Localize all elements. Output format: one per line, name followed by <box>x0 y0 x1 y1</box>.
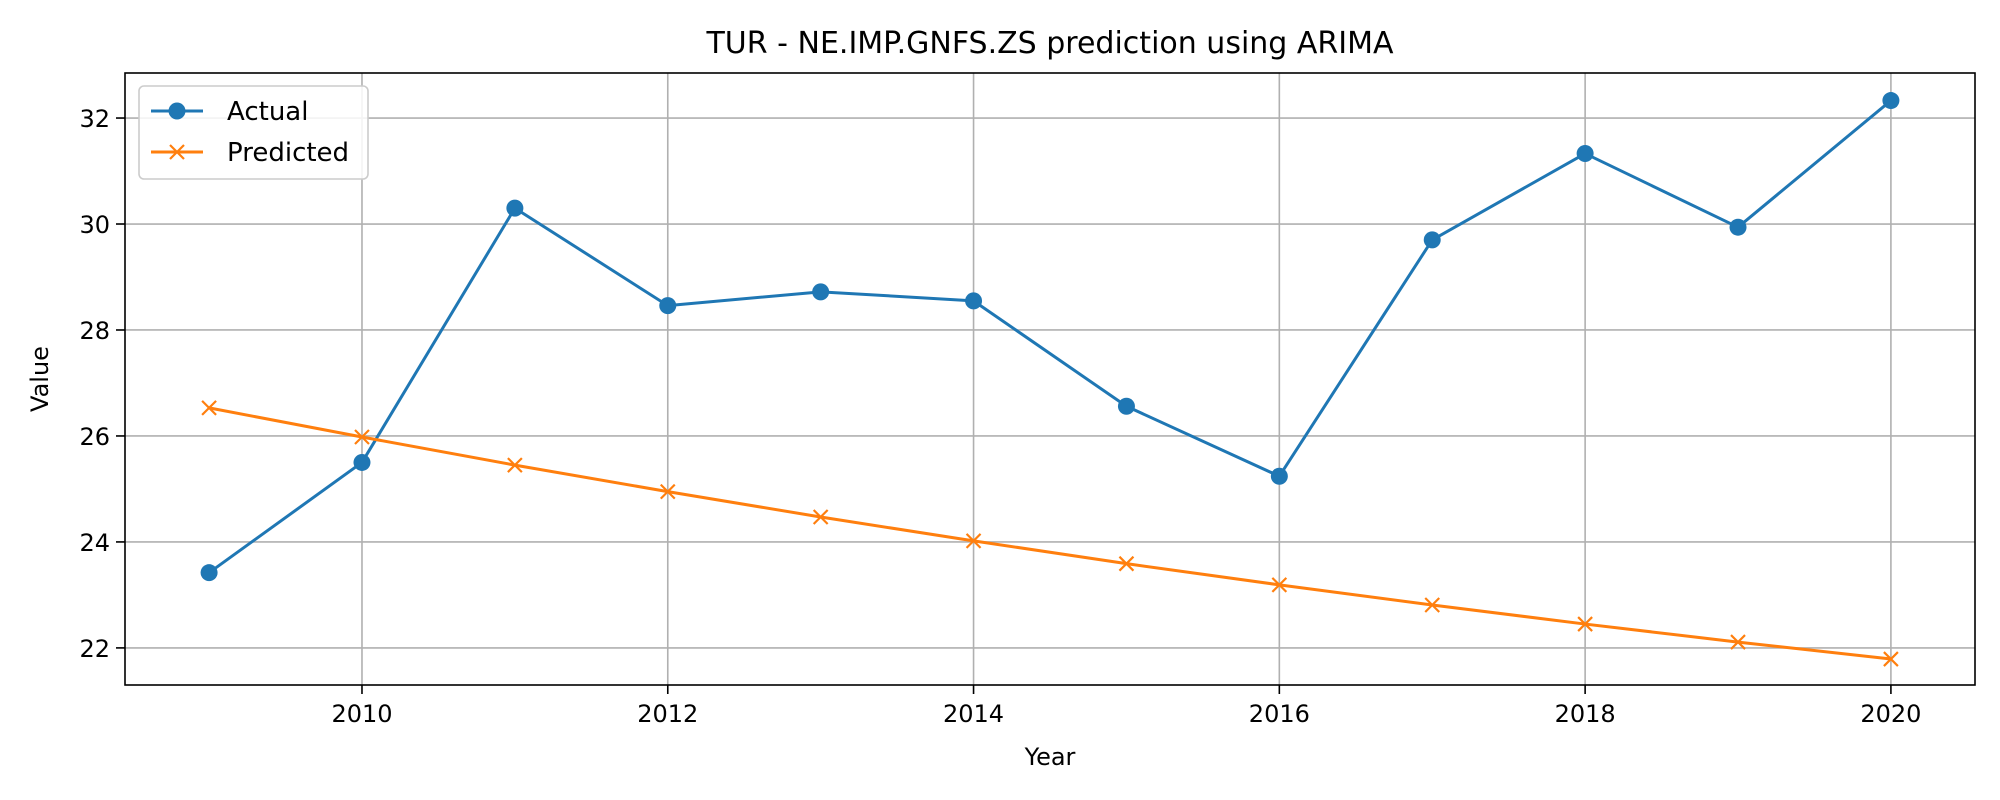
x-stroke <box>659 483 676 500</box>
x-axis-ticks: 2010 2012 2014 2016 2018 2020 <box>331 685 1921 728</box>
predicted-line <box>207 406 1893 661</box>
actual-point <box>1423 231 1441 249</box>
y-axis-label: Value <box>26 346 54 412</box>
predicted-point <box>1424 597 1441 613</box>
actual-point <box>506 199 524 217</box>
legend-marker-predicted <box>169 144 185 160</box>
x-stroke <box>1271 577 1288 593</box>
x-stroke <box>1577 616 1593 632</box>
actual-point <box>1576 145 1594 163</box>
predicted-point <box>812 509 829 525</box>
x-tick-label: 2018 <box>1555 700 1616 728</box>
x-stroke <box>1730 634 1746 650</box>
x-tick-label: 2012 <box>637 700 698 728</box>
legend-item-actual: Actual <box>151 97 308 127</box>
x-tick-label: 2020 <box>1860 700 1921 728</box>
series-predicted <box>201 400 1899 667</box>
x-tick-label: 2016 <box>1249 700 1310 728</box>
x-axis-label: Year <box>1024 743 1076 771</box>
predicted-point <box>659 483 676 500</box>
series-layer <box>200 92 1900 667</box>
x-stroke <box>507 457 523 473</box>
actual-point <box>1729 218 1747 236</box>
x-tick-label: 2014 <box>943 700 1004 728</box>
y-tick-label: 30 <box>79 211 110 239</box>
predicted-point <box>507 457 523 473</box>
y-tick-label: 24 <box>79 529 110 557</box>
actual-point <box>965 292 983 310</box>
actual-line <box>207 99 1893 575</box>
y-axis-ticks: 22 24 26 28 30 32 <box>79 105 125 663</box>
x-stroke <box>354 429 370 445</box>
y-tick-label: 26 <box>79 423 110 451</box>
actual-point <box>353 453 371 471</box>
predicted-point <box>965 533 982 549</box>
actual-point <box>659 297 677 315</box>
x-stroke <box>965 533 982 549</box>
legend-label-actual: Actual <box>227 97 308 127</box>
y-tick-label: 32 <box>79 105 110 133</box>
predicted-point <box>1118 555 1135 572</box>
legend-item-predicted: Predicted <box>151 138 349 168</box>
x-stroke <box>812 509 829 525</box>
chart-title: TUR - NE.IMP.GNFS.ZS prediction using AR… <box>705 26 1393 61</box>
predicted-point <box>1577 616 1593 632</box>
legend-label-predicted: Predicted <box>227 138 349 168</box>
x-tick-label: 2010 <box>331 700 392 728</box>
actual-point <box>1882 92 1900 110</box>
grid <box>125 73 1975 685</box>
actual-point <box>1270 467 1288 485</box>
predicted-point <box>354 429 370 445</box>
x-stroke <box>1118 555 1135 572</box>
actual-point <box>200 564 218 582</box>
legend: Actual Predicted <box>138 85 369 180</box>
predicted-point <box>1271 577 1288 593</box>
y-tick-label: 28 <box>79 317 110 345</box>
predicted-point <box>201 400 217 416</box>
predicted-point <box>1730 634 1746 650</box>
x-stroke <box>169 144 185 160</box>
predicted-point <box>1883 651 1899 667</box>
legend-box <box>138 85 369 180</box>
x-stroke <box>1883 651 1899 667</box>
legend-marker-actual <box>168 102 186 120</box>
x-stroke <box>201 400 217 416</box>
plot-frame <box>124 72 1976 686</box>
actual-point <box>812 283 830 301</box>
x-stroke <box>1424 597 1441 613</box>
actual-point <box>1117 397 1135 415</box>
series-actual <box>200 92 1900 582</box>
y-tick-label: 22 <box>79 635 110 663</box>
